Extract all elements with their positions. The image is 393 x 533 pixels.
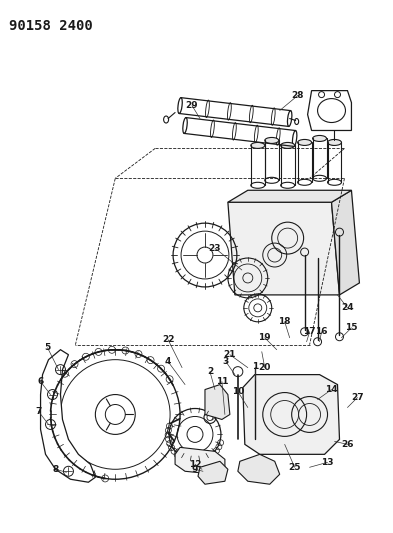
Text: 15: 15 xyxy=(345,324,358,332)
Text: 26: 26 xyxy=(341,440,354,449)
Polygon shape xyxy=(40,350,95,482)
Text: 28: 28 xyxy=(291,91,304,100)
Polygon shape xyxy=(243,375,340,454)
Text: 13: 13 xyxy=(321,458,334,467)
Text: 3: 3 xyxy=(223,357,229,366)
Polygon shape xyxy=(228,190,351,202)
Polygon shape xyxy=(228,202,340,295)
Polygon shape xyxy=(332,190,360,295)
Text: 8: 8 xyxy=(52,465,59,474)
Ellipse shape xyxy=(265,138,279,143)
Text: 5: 5 xyxy=(44,343,51,352)
Ellipse shape xyxy=(251,142,265,148)
Text: 24: 24 xyxy=(341,303,354,312)
Text: 16: 16 xyxy=(315,327,328,336)
Text: 11: 11 xyxy=(216,377,228,386)
Text: 9: 9 xyxy=(192,465,198,474)
Text: 21: 21 xyxy=(224,350,236,359)
Text: 10: 10 xyxy=(231,387,244,396)
Ellipse shape xyxy=(312,135,327,141)
Text: 12: 12 xyxy=(189,460,201,469)
Text: 17: 17 xyxy=(303,327,316,336)
Text: 23: 23 xyxy=(209,244,221,253)
Polygon shape xyxy=(175,447,225,474)
Text: 4: 4 xyxy=(165,357,171,366)
Text: 22: 22 xyxy=(162,335,174,344)
Polygon shape xyxy=(198,461,228,484)
Text: 2: 2 xyxy=(207,367,213,376)
Text: 20: 20 xyxy=(259,363,271,372)
Text: 1: 1 xyxy=(252,362,258,371)
Text: 14: 14 xyxy=(325,385,338,394)
Text: 19: 19 xyxy=(259,333,271,342)
Text: 25: 25 xyxy=(288,463,301,472)
Polygon shape xyxy=(205,385,230,419)
Polygon shape xyxy=(238,454,280,484)
Text: 29: 29 xyxy=(186,101,198,110)
Ellipse shape xyxy=(327,140,342,146)
Text: 7: 7 xyxy=(35,407,42,416)
Polygon shape xyxy=(308,91,351,131)
Text: 27: 27 xyxy=(351,393,364,402)
Text: 18: 18 xyxy=(278,317,291,326)
Text: 90158 2400: 90158 2400 xyxy=(9,19,92,33)
Text: 6: 6 xyxy=(37,377,44,386)
Ellipse shape xyxy=(298,140,312,146)
Ellipse shape xyxy=(281,142,295,148)
